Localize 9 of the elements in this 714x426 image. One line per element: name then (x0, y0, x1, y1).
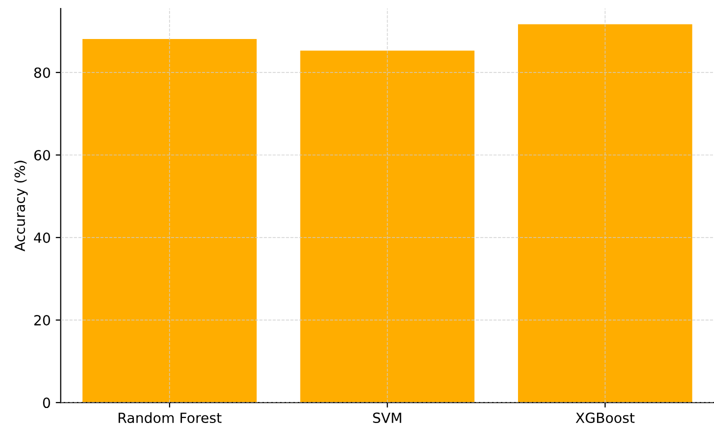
y-tick-label: 40 (34, 232, 50, 243)
x-tick-label: SVM (373, 412, 402, 424)
y-tick-label: 60 (34, 150, 50, 160)
x-tick-label: XGBoost (576, 412, 635, 424)
x-tick-label: Random Forest (118, 412, 222, 424)
y-tick-label: 20 (34, 315, 50, 326)
y-tick-label: 80 (34, 67, 50, 78)
y-axis-title: Accuracy (%) (14, 160, 28, 252)
y-tick-label: 0 (43, 398, 50, 408)
